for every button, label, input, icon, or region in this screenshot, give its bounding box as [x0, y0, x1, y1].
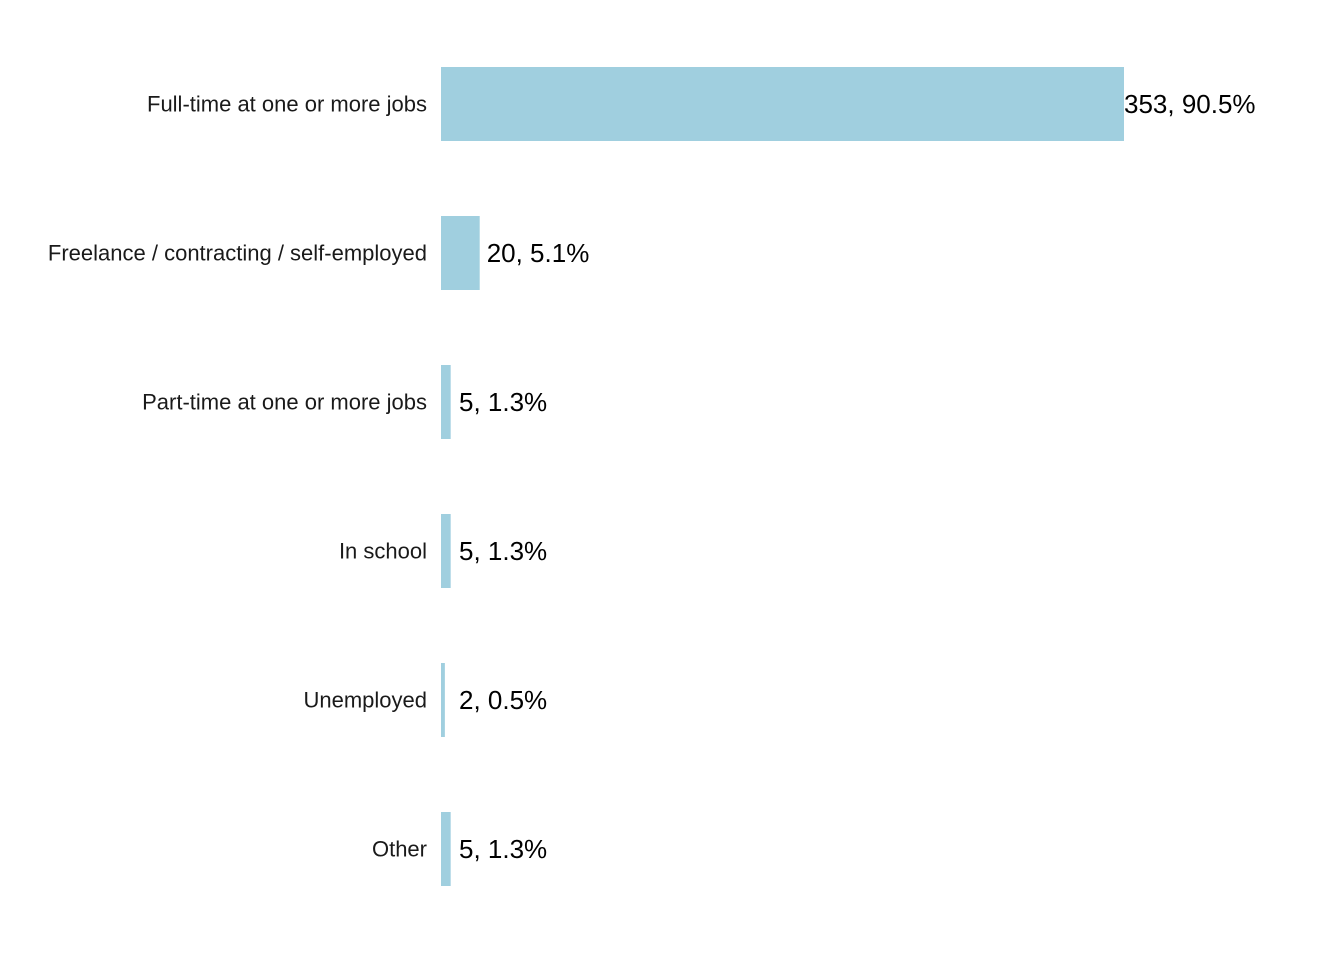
bar-full-time-at-one-or-more-jobs — [441, 67, 1124, 141]
bar-freelance-contracting-self-employed — [441, 216, 480, 290]
bar-other — [441, 812, 451, 886]
value-label-in-school: 5, 1.3% — [459, 536, 547, 566]
value-label-full-time-at-one-or-more-jobs: 353, 90.5% — [1124, 89, 1256, 119]
value-labels-layer: 353, 90.5% 20, 5.1% 5, 1.3% 5, 1.3% 2, 0.5% 5… — [459, 89, 1256, 864]
value-label-other: 5, 1.3% — [459, 834, 547, 864]
bar-unemployed — [441, 663, 445, 737]
category-label-in-school: In school — [339, 539, 427, 564]
value-label-freelance-contracting-self-employed: 20, 5.1% — [487, 238, 590, 268]
value-label-unemployed: 2, 0.5% — [459, 685, 547, 715]
value-label-part-time-at-one-or-more-jobs: 5, 1.3% — [459, 387, 547, 417]
bar-in-school — [441, 514, 451, 588]
category-label-full-time-at-one-or-more-jobs: Full-time at one or more jobs — [147, 92, 427, 117]
category-label-freelance-contracting-self-employed: Freelance / contracting / self-employed — [48, 241, 427, 266]
category-label-unemployed: Unemployed — [303, 688, 427, 713]
category-labels-layer: Full-time at one or more jobs Freelance /… — [48, 92, 427, 862]
category-label-part-time-at-one-or-more-jobs: Part-time at one or more jobs — [142, 390, 427, 415]
category-label-other: Other — [372, 837, 427, 862]
bar-part-time-at-one-or-more-jobs — [441, 365, 451, 439]
bars-layer — [441, 67, 1124, 886]
